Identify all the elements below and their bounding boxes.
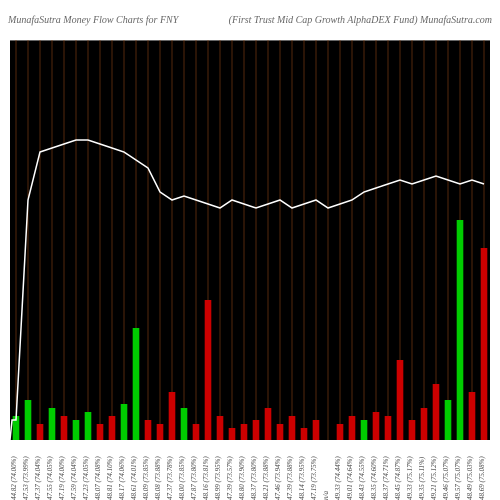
x-tick-label: 48.37 (73.80%) bbox=[250, 456, 258, 500]
x-tick-label: 48.69 (75.08%) bbox=[478, 456, 486, 500]
x-tick-label: 44.82 (74.00%) bbox=[10, 456, 18, 500]
x-tick-label: 48.80 (73.90%) bbox=[238, 456, 246, 500]
x-tick-label: 49.57 (75.07%) bbox=[454, 456, 462, 500]
x-tick-label: 49.35 (75.11%) bbox=[418, 457, 426, 500]
x-tick-label: 49.46 (75.07%) bbox=[442, 456, 450, 500]
x-tick-label: 49.01 (74.64%) bbox=[346, 456, 354, 500]
x-tick-label: 48.14 (73.95%) bbox=[298, 456, 306, 500]
x-tick-label: 47.39 (73.57%) bbox=[226, 456, 234, 500]
chart-container: MunafaSutra Money Flow Charts for FNY (F… bbox=[0, 0, 500, 500]
x-tick-label: 49.33 (75.17%) bbox=[406, 456, 414, 500]
x-tick-label: 49.21 (75.12%) bbox=[430, 456, 438, 500]
x-tick-label: 47.37 (73.78%) bbox=[166, 456, 174, 500]
x-tick-label: 48.16 (73.81%) bbox=[202, 456, 210, 500]
x-tick-label: 48.49 (75.03%) bbox=[466, 456, 474, 500]
x-tick-label: 48.99 (73.95%) bbox=[214, 456, 222, 500]
x-tick-label: 48.08 (73.88%) bbox=[154, 456, 162, 500]
x-tick-label: 48.00 (73.85%) bbox=[178, 456, 186, 500]
x-tick-label: 48.37 (74.71%) bbox=[382, 456, 390, 500]
x-tick-label: 48.81 (74.10%) bbox=[106, 456, 114, 500]
x-tick-label: 48.21 (73.88%) bbox=[262, 456, 270, 500]
x-tick-label: 47.19 (73.75%) bbox=[310, 456, 318, 500]
x-tick-label: 47.59 (74.04%) bbox=[70, 456, 78, 500]
x-axis-labels: 44.82 (74.00%) 47.53 (73.99%) 47.37 (74.04… bbox=[10, 440, 490, 500]
x-tick-label: 48.07 (74.08%) bbox=[94, 456, 102, 500]
x-tick-label: 47.53 (73.99%) bbox=[22, 456, 30, 500]
chart-header: MunafaSutra Money Flow Charts for FNY (F… bbox=[0, 0, 500, 40]
header-right: (First Trust Mid Cap Growth AlphaDEX Fun… bbox=[178, 15, 492, 26]
x-tick-label: 47.23 (74.05%) bbox=[82, 456, 90, 500]
x-tick-label: 47.87 (73.80%) bbox=[190, 456, 198, 500]
x-tick-label: 47.19 (74.00%) bbox=[58, 456, 66, 500]
header-left: MunafaSutra Money Flow Charts for FNY bbox=[8, 15, 178, 26]
x-tick-label: 47.39 (73.88%) bbox=[286, 456, 294, 500]
x-tick-label: 48.61 (74.01%) bbox=[130, 456, 138, 500]
x-tick-label: 48.35 (74.60%) bbox=[370, 456, 378, 500]
x-tick-label: 47.55 (74.05%) bbox=[46, 456, 54, 500]
x-tick-label: 47.46 (73.94%) bbox=[274, 456, 282, 500]
x-tick-label: 48.43 (74.55%) bbox=[358, 456, 366, 500]
x-tick-label: 47.37 (74.04%) bbox=[34, 456, 42, 500]
x-tick-label: 48.09 (73.85%) bbox=[142, 456, 150, 500]
x-tick-label: 48.17 (74.06%) bbox=[118, 456, 126, 500]
money-flow-chart bbox=[10, 40, 490, 440]
x-tick-label: n/a bbox=[322, 491, 330, 500]
x-tick-label: 48.45 (74.87%) bbox=[394, 456, 402, 500]
x-tick-label: 49.33 (74.44%) bbox=[334, 456, 342, 500]
